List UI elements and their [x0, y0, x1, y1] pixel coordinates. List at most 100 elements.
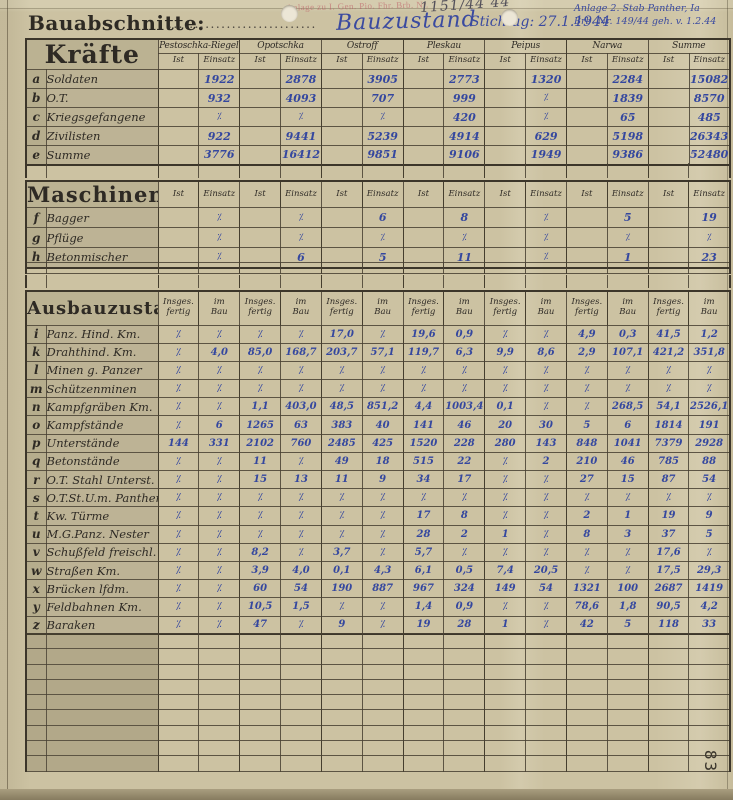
subcolumn-header: im Bau: [361, 290, 404, 326]
table-cell: [198, 163, 241, 178]
table-cell: 34: [402, 469, 445, 490]
table-cell: 168,7: [280, 342, 322, 362]
table-cell: [239, 145, 282, 165]
table-cell: [688, 724, 731, 742]
table-cell: 2284: [606, 69, 649, 89]
table-cell: [402, 632, 445, 650]
table-cell: [647, 663, 690, 680]
row-letter: o: [25, 415, 47, 435]
table-cell: 3905: [361, 69, 404, 89]
subcolumn-header: Insges. fertig: [484, 290, 527, 326]
row-label: Schützenminen: [45, 379, 159, 399]
table-cell: [320, 145, 363, 165]
table-cell: [239, 648, 282, 665]
empty-grid-rows: [25, 632, 731, 772]
table-cell: ⁒: [525, 397, 567, 417]
table-cell: 1320: [525, 69, 567, 89]
table-cell: ⁒: [647, 488, 690, 508]
table-cell: [361, 275, 404, 288]
table-cell: [443, 663, 486, 680]
table-cell: [606, 163, 649, 178]
table-cell: [606, 648, 649, 665]
table-cell: [198, 694, 241, 711]
annotation-block: Anlage 2. Stab Panther, Ia Brb. Nr. 149/…: [574, 3, 730, 29]
subcolumn-header: im Bau: [198, 290, 241, 326]
table-cell: [157, 724, 200, 742]
table-cell: [157, 678, 200, 696]
table-cell: 8,2: [239, 542, 282, 562]
table-cell: [198, 678, 241, 696]
table-cell: 403,0: [280, 397, 322, 417]
table-cell: ⁒: [280, 379, 322, 399]
table-cell: 5: [606, 207, 649, 228]
table-cell: [484, 632, 527, 650]
table-cell: 228: [443, 433, 486, 453]
table-cell: [320, 262, 363, 274]
subcolumn-header: im Bau: [688, 290, 731, 326]
table-cell: ⁒: [157, 615, 200, 635]
table-cell: ⁒: [525, 615, 567, 635]
table-cell: [157, 262, 200, 274]
table-cell: ⁒: [239, 360, 282, 381]
table-cell: 1520: [402, 433, 445, 453]
table-cell: 785: [647, 451, 690, 472]
row-letter: c: [25, 107, 47, 127]
table-cell: [157, 126, 200, 146]
table-cell: [484, 145, 527, 165]
table-cell: [45, 709, 159, 726]
grid-gap-strip: [25, 275, 731, 288]
table-cell: 2: [443, 524, 486, 544]
table-cell: ⁒: [484, 542, 527, 562]
table-cell: ⁒: [443, 227, 486, 248]
table-cell: ⁒: [157, 542, 200, 562]
table-cell: [320, 648, 363, 665]
table-cell: 1265: [239, 415, 282, 435]
table-cell: [239, 709, 282, 726]
table-cell: 1,8: [606, 597, 649, 617]
table-cell: ⁒: [484, 324, 527, 344]
table-cell: ⁒: [484, 488, 527, 508]
table-cell: [402, 678, 445, 696]
table-cell: 46: [443, 415, 486, 435]
subcolumn-header: Ist: [157, 52, 200, 71]
table-cell: ⁒: [157, 451, 200, 472]
subcolumn-header: Ist: [320, 180, 363, 208]
table-cell: ⁒: [198, 207, 241, 228]
table-cell: [157, 227, 200, 248]
row-letter: g: [25, 227, 47, 248]
table-cell: [647, 678, 690, 696]
row-letter: m: [25, 379, 47, 399]
table-cell: [565, 69, 608, 89]
table-cell: 1419: [688, 579, 731, 599]
table-cell: 37: [647, 524, 690, 544]
table-cell: 2928: [688, 433, 731, 453]
table-cell: [484, 69, 527, 89]
table-cell: [198, 648, 241, 665]
table-cell: 8: [565, 524, 608, 544]
table-cell: ⁒: [198, 397, 241, 417]
table-cell: [157, 740, 200, 757]
table-cell: 30: [525, 415, 567, 435]
table-cell: ⁒: [280, 207, 322, 228]
table-cell: [239, 227, 282, 248]
table-cell: [198, 755, 241, 772]
table-cell: 999: [443, 88, 486, 108]
table-cell: [565, 709, 608, 726]
table-cell: 6: [606, 415, 649, 435]
table-cell: 49: [320, 451, 363, 472]
table-cell: ⁒: [484, 360, 527, 381]
table-cell: [320, 724, 363, 742]
table-cell: 1: [484, 524, 527, 544]
table-cell: [525, 724, 567, 742]
row-label: O.T.: [45, 88, 159, 108]
table-cell: 0,1: [320, 560, 363, 581]
table-cell: [606, 755, 649, 772]
table-cell: [565, 126, 608, 146]
table-cell: [198, 740, 241, 757]
table-cell: ⁒: [157, 379, 200, 399]
table-cell: [443, 632, 486, 650]
table-cell: [484, 227, 527, 248]
table-cell: [402, 275, 445, 288]
table-cell: 5198: [606, 126, 649, 146]
table-cell: ⁒: [157, 324, 200, 344]
